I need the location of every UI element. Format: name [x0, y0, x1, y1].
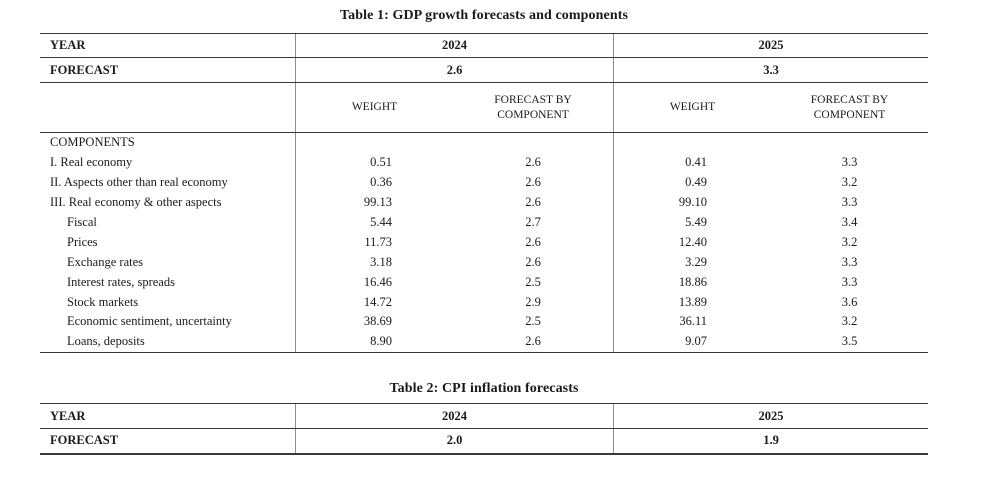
table-row: Economic sentiment, uncertainty 38.69 2.… — [40, 312, 928, 332]
weight-2025-cell: 5.49 — [613, 212, 771, 233]
year-2025: 2025 — [613, 404, 928, 428]
weight-2024-cell: 3.18 — [295, 252, 453, 273]
weight-2025-cell: 99.10 — [613, 192, 771, 213]
table1-year-row: YEAR 2024 2025 — [40, 34, 928, 58]
table1-title: Table 1: GDP growth forecasts and compon… — [339, 8, 629, 23]
component-label: III. Real economy & other aspects — [50, 195, 222, 210]
forecast-2025-cell: 3.6 — [841, 294, 858, 309]
weight-header-label: WEIGHT — [351, 101, 398, 113]
component-label: II. Aspects other than real economy — [50, 175, 228, 190]
forecast-by-component-label: FORECAST BY COMPONENT — [494, 93, 572, 121]
component-label: Interest rates, spreads — [67, 274, 175, 289]
weight-header-2025: WEIGHT — [613, 83, 771, 132]
table-row: Stock markets 14.72 2.9 13.89 3.6 — [40, 292, 928, 313]
year-2024: 2024 — [295, 34, 613, 57]
empty-cell — [771, 133, 928, 153]
component-label: Fiscal — [67, 215, 97, 229]
table2-year-row: YEAR 2024 2025 — [40, 404, 928, 429]
table-row: I. Real economy 0.51 2.6 0.41 3.3 — [40, 152, 928, 173]
table-row: Fiscal 5.44 2.7 5.49 3.4 — [40, 212, 928, 233]
empty-header-cell — [40, 83, 295, 132]
forecast-by-component-header-2025: FORECAST BY COMPONENT — [771, 83, 928, 132]
forecast-2025-cell: 3.4 — [841, 215, 858, 229]
forecast-2025-cell: 3.3 — [841, 274, 858, 289]
forecast-2025-cell: 3.3 — [841, 155, 858, 170]
forecast-2024-cell: 2.5 — [525, 314, 541, 329]
weight-2025-cell: 0.41 — [613, 152, 771, 173]
forecast-2025-cell: 3.3 — [841, 195, 858, 210]
forecast-2025-cell: 3.2 — [841, 314, 858, 329]
empty-cell — [295, 133, 453, 153]
forecast-2025: 3.3 — [613, 58, 928, 82]
table-row: Interest rates, spreads 16.46 2.5 18.86 … — [40, 272, 928, 293]
forecast-2025-cell: 3.2 — [841, 234, 858, 249]
table1-column-header-row: WEIGHT FORECAST BY COMPONENT WEIGHT FORE… — [40, 83, 928, 133]
table-row: II. Aspects other than real economy 0.36… — [40, 172, 928, 193]
table-row: III. Real economy & other aspects 99.13 … — [40, 192, 928, 213]
table-row: Prices 11.73 2.6 12.40 3.2 — [40, 232, 928, 253]
table-row: Loans, deposits 8.90 2.6 9.07 3.5 — [40, 331, 928, 352]
forecast-2024-cell: 2.6 — [525, 254, 541, 269]
year-2024: 2024 — [295, 404, 613, 428]
weight-2025-cell: 0.49 — [613, 172, 771, 193]
weight-2024-cell: 11.73 — [295, 232, 453, 253]
table1-forecast-row: FORECAST 2.6 3.3 — [40, 58, 928, 83]
forecast-2024-cell: 2.6 — [525, 234, 541, 249]
year-row-label: YEAR — [50, 408, 86, 423]
weight-2025-cell: 13.89 — [613, 292, 771, 313]
table2-title: Table 2: CPI inflation forecasts — [389, 381, 579, 396]
forecast-by-component-header-2024: FORECAST BY COMPONENT — [453, 83, 613, 132]
forecast-2024-cell: 2.6 — [525, 175, 541, 190]
forecast-by-component-label: FORECAST BY COMPONENT — [810, 93, 889, 121]
forecast-2024-cell: 2.6 — [525, 334, 541, 349]
weight-2025-cell: 36.11 — [613, 312, 771, 332]
components-label: COMPONENTS — [50, 135, 135, 150]
table-row: Exchange rates 3.18 2.6 3.29 3.3 — [40, 252, 928, 273]
weight-2024-cell: 99.13 — [295, 192, 453, 213]
forecast-2024-cell: 2.5 — [525, 274, 541, 289]
component-label: Exchange rates — [67, 254, 144, 269]
forecast-2024: 2.6 — [295, 58, 613, 82]
forecast-2024-cell: 2.6 — [525, 155, 541, 170]
components-header-row: COMPONENTS — [40, 133, 928, 153]
weight-2024-cell: 8.90 — [295, 331, 453, 352]
weight-2025-cell: 18.86 — [613, 272, 771, 293]
forecast-2025-cell: 3.2 — [841, 175, 858, 190]
weight-2025-cell: 9.07 — [613, 331, 771, 352]
weight-2025-cell: 3.29 — [613, 252, 771, 273]
weight-header-2024: WEIGHT — [295, 83, 453, 132]
forecast-2025-cell: 3.3 — [841, 254, 858, 269]
weight-2024-cell: 16.46 — [295, 272, 453, 293]
gdp-forecast-table: YEAR 2024 2025 FORECAST 2.6 3.3 WEIGHT F… — [40, 33, 928, 353]
forecast-2025: 1.9 — [613, 429, 928, 453]
weight-2024-cell: 5.44 — [295, 212, 453, 233]
weight-header-label: WEIGHT — [669, 101, 716, 113]
component-label: Prices — [67, 234, 98, 249]
weight-2024-cell: 38.69 — [295, 312, 453, 332]
forecast-2025-cell: 3.5 — [841, 334, 858, 349]
year-row-label: YEAR — [50, 38, 86, 52]
component-label: Stock markets — [67, 294, 139, 309]
empty-cell — [453, 133, 613, 153]
component-label: Loans, deposits — [67, 334, 145, 349]
component-label: I. Real economy — [50, 155, 133, 170]
cpi-forecast-table: YEAR 2024 2025 FORECAST 2.0 1.9 — [40, 403, 928, 455]
forecast-2024-cell: 2.9 — [525, 294, 541, 309]
forecast-2024: 2.0 — [295, 429, 613, 453]
weight-2025-cell: 12.40 — [613, 232, 771, 253]
empty-cell — [613, 133, 771, 153]
table2-forecast-row: FORECAST 2.0 1.9 — [40, 429, 928, 454]
forecast-2024-cell: 2.6 — [525, 195, 541, 210]
component-label: Economic sentiment, uncertainty — [67, 314, 232, 329]
year-2025: 2025 — [613, 34, 928, 57]
forecast-2024-cell: 2.7 — [525, 215, 541, 229]
weight-2024-cell: 0.36 — [295, 172, 453, 193]
weight-2024-cell: 0.51 — [295, 152, 453, 173]
forecast-row-label: FORECAST — [50, 433, 119, 448]
weight-2024-cell: 14.72 — [295, 292, 453, 313]
forecast-row-label: FORECAST — [50, 62, 119, 77]
